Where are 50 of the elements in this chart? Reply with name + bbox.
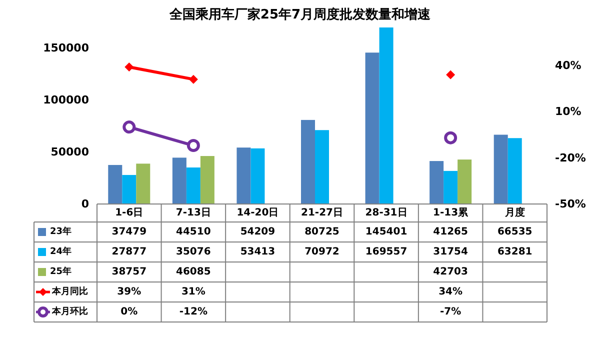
x-tick-label: 1-13累 bbox=[433, 206, 470, 218]
data-label: 63281 bbox=[497, 246, 532, 258]
data-label: 27877 bbox=[112, 246, 147, 258]
y2-tick-label: 10% bbox=[555, 105, 582, 118]
legend-label: 25年 bbox=[50, 266, 72, 277]
data-label: 37479 bbox=[112, 226, 147, 238]
x-tick-label: 1-6日 bbox=[115, 208, 144, 218]
data-label: 31754 bbox=[433, 246, 468, 258]
data-label: 42703 bbox=[433, 266, 468, 278]
data-label: 70972 bbox=[304, 246, 340, 258]
y2-tick-label: 40% bbox=[555, 58, 582, 72]
data-label: 145401 bbox=[365, 226, 408, 238]
y-tick-label: 150000 bbox=[43, 41, 90, 54]
data-label: 34% bbox=[438, 286, 463, 298]
point bbox=[446, 70, 456, 80]
legend-label: 23年 bbox=[50, 226, 72, 237]
y-tick-label: 100000 bbox=[43, 93, 90, 106]
data-label: 169557 bbox=[365, 246, 408, 258]
x-tick-label: 21-27日 bbox=[301, 208, 343, 218]
data-label: 80725 bbox=[304, 226, 340, 238]
data-label: 31% bbox=[181, 286, 206, 298]
legend-label: 24年 bbox=[50, 246, 72, 257]
x-tick-label: 7-13日 bbox=[176, 208, 211, 218]
y2-tick-label: -50% bbox=[555, 198, 586, 210]
data-label: -12% bbox=[179, 306, 208, 318]
data-label: 0% bbox=[120, 306, 138, 318]
data-label: 66535 bbox=[497, 226, 532, 238]
y-tick-label: 0 bbox=[81, 198, 90, 210]
point bbox=[122, 120, 136, 134]
x-tick-label: 月度 bbox=[504, 206, 525, 218]
data-label: 39% bbox=[117, 286, 142, 298]
data-label: 54209 bbox=[240, 226, 276, 238]
y-tick-label: 50000 bbox=[50, 145, 90, 158]
data-label: 46085 bbox=[176, 266, 211, 278]
x-tick-label: 14-20日 bbox=[236, 208, 279, 218]
point bbox=[188, 74, 198, 84]
legend-label: 本月环比 bbox=[51, 306, 88, 317]
data-label: 38757 bbox=[112, 266, 147, 278]
data-label: 35076 bbox=[176, 246, 211, 258]
legend-label: 本月同比 bbox=[51, 286, 88, 297]
data-label: -7% bbox=[440, 306, 462, 318]
point bbox=[444, 131, 458, 144]
point bbox=[124, 62, 134, 72]
x-tick-label: 28-31日 bbox=[365, 208, 408, 218]
data-label: 53413 bbox=[240, 246, 276, 258]
point bbox=[186, 139, 200, 152]
y2-tick-label: -20% bbox=[555, 151, 586, 164]
data-label: 41265 bbox=[433, 226, 468, 238]
chart-title: 全国乘用车厂家25年7月周度批发数量和增速 bbox=[168, 6, 432, 22]
data-label: 44510 bbox=[176, 226, 211, 238]
